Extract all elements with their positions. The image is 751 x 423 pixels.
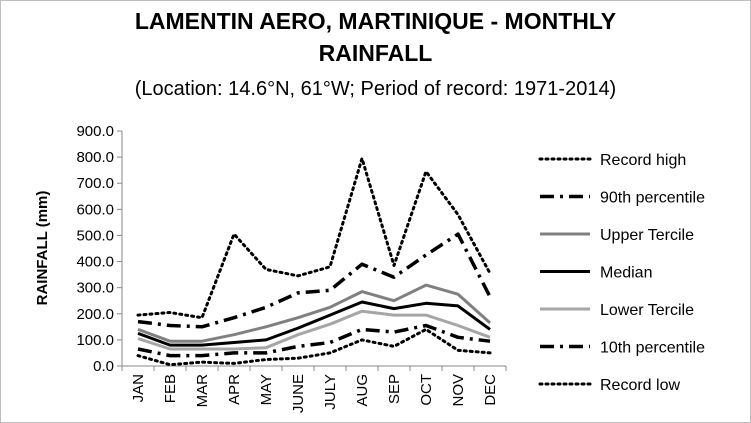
y-tick-label: 400.0	[76, 254, 114, 271]
series-line-record-low	[136, 327, 492, 367]
series-line-lower-tercile	[137, 309, 491, 351]
y-axis-label: RAINFALL (mm)	[34, 191, 51, 306]
x-tick-label: FEB	[162, 374, 179, 403]
y-tick-label: 500.0	[76, 227, 114, 244]
y-tick-label: 600.0	[76, 201, 114, 218]
y-tick-label: 900.0	[76, 123, 114, 140]
chart-title: LAMENTIN AERO, MARTINIQUE - MONTHLY	[134, 8, 617, 34]
chart-title-line2: RAINFALL	[318, 40, 433, 66]
x-tick-label: NOV	[450, 374, 467, 407]
legend-label: Upper Tercile	[600, 227, 694, 244]
legend-label: Record high	[600, 152, 686, 169]
series-line-upper-tercile	[137, 283, 492, 343]
x-tick-label: MAY	[258, 374, 275, 405]
x-tick-label: APR	[226, 374, 243, 405]
x-tick-label: MAR	[194, 374, 211, 408]
x-tick-label: SEP	[386, 374, 403, 404]
series-line-10th-percentile	[137, 323, 491, 358]
legend-label: Record low	[600, 377, 680, 394]
y-tick-label: 800.0	[76, 149, 114, 166]
x-tick-label: AUG	[354, 374, 371, 407]
x-tick-label: JULY	[322, 374, 339, 410]
series-line-median	[137, 300, 491, 347]
legend-label: 90th percentile	[600, 190, 705, 207]
x-tick-label: OCT	[418, 374, 435, 406]
y-tick-label: 200.0	[76, 306, 114, 323]
chart-subtitle: (Location: 14.6°N, 61°W; Period of recor…	[134, 78, 617, 100]
series-line-record-high	[136, 156, 492, 320]
y-tick-label: 700.0	[76, 175, 114, 192]
legend-label: Lower Tercile	[600, 302, 694, 319]
y-tick-label: 100.0	[76, 332, 114, 349]
series-line-90th-percentile	[137, 232, 492, 329]
x-tick-label: JAN	[130, 374, 147, 402]
y-tick-label: 300.0	[76, 280, 114, 297]
legend-label: 10th percentile	[600, 340, 705, 357]
y-tick-label: 0.0	[93, 358, 114, 375]
x-tick-label: DEC	[482, 374, 499, 406]
legend-label: Median	[600, 265, 652, 282]
x-tick-label: JUNE	[290, 374, 307, 413]
